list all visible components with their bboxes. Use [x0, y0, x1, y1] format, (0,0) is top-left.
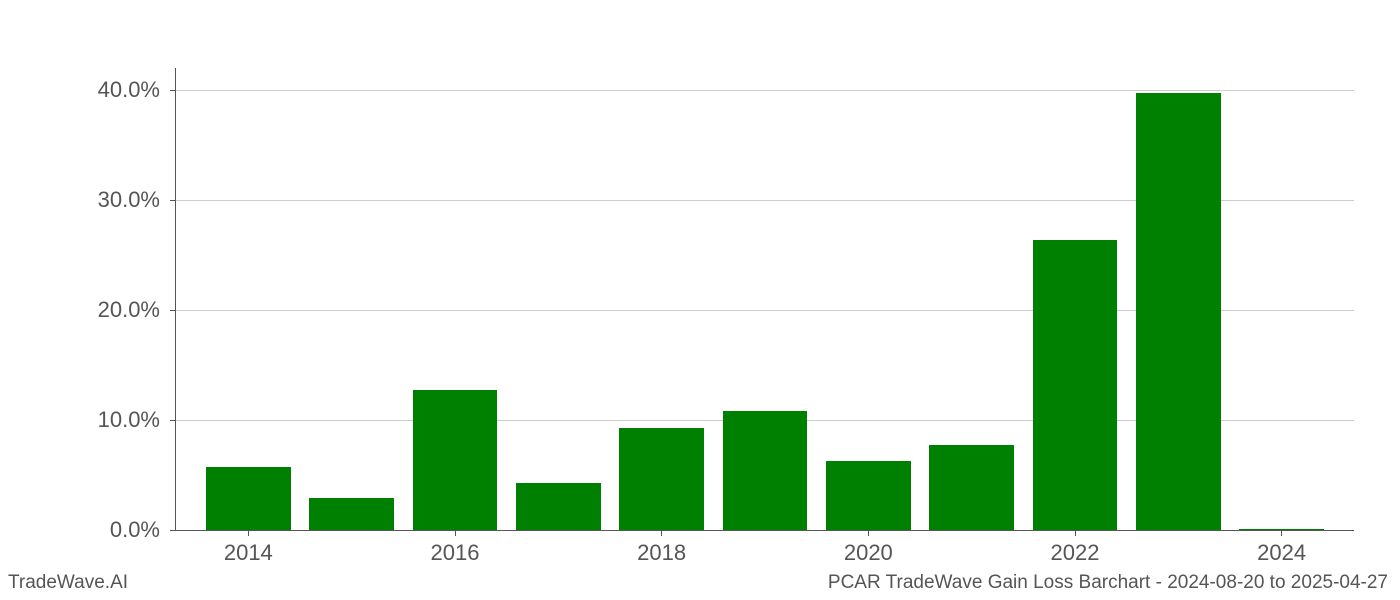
x-tick-mark	[868, 530, 869, 536]
bar	[309, 498, 394, 530]
x-tick-mark	[661, 530, 662, 536]
y-axis-line	[175, 68, 176, 530]
bar	[826, 461, 911, 530]
x-tick-mark	[1075, 530, 1076, 536]
gridline	[176, 90, 1354, 91]
x-tick-label: 2024	[1242, 540, 1322, 566]
y-tick-label: 0.0%	[66, 517, 160, 543]
bar	[516, 483, 601, 530]
y-tick-label: 40.0%	[66, 77, 160, 103]
chart-container: TradeWave.AI PCAR TradeWave Gain Loss Ba…	[0, 0, 1400, 600]
bar	[723, 411, 808, 530]
bar	[619, 428, 704, 530]
x-tick-mark	[1281, 530, 1282, 536]
y-tick-label: 10.0%	[66, 407, 160, 433]
x-axis-line	[176, 530, 1354, 531]
x-tick-mark	[248, 530, 249, 536]
bar	[1136, 93, 1221, 530]
x-tick-label: 2018	[622, 540, 702, 566]
bar	[206, 467, 291, 530]
bar	[1033, 240, 1118, 530]
y-tick-label: 30.0%	[66, 187, 160, 213]
x-tick-label: 2022	[1035, 540, 1115, 566]
y-tick-label: 20.0%	[66, 297, 160, 323]
bar	[413, 390, 498, 530]
x-tick-label: 2016	[415, 540, 495, 566]
bar	[929, 445, 1014, 530]
x-tick-label: 2020	[828, 540, 908, 566]
x-tick-mark	[455, 530, 456, 536]
footer-right-label: PCAR TradeWave Gain Loss Barchart - 2024…	[828, 572, 1388, 594]
footer-left-label: TradeWave.AI	[8, 572, 128, 594]
bar	[1239, 529, 1324, 530]
x-tick-label: 2014	[208, 540, 288, 566]
